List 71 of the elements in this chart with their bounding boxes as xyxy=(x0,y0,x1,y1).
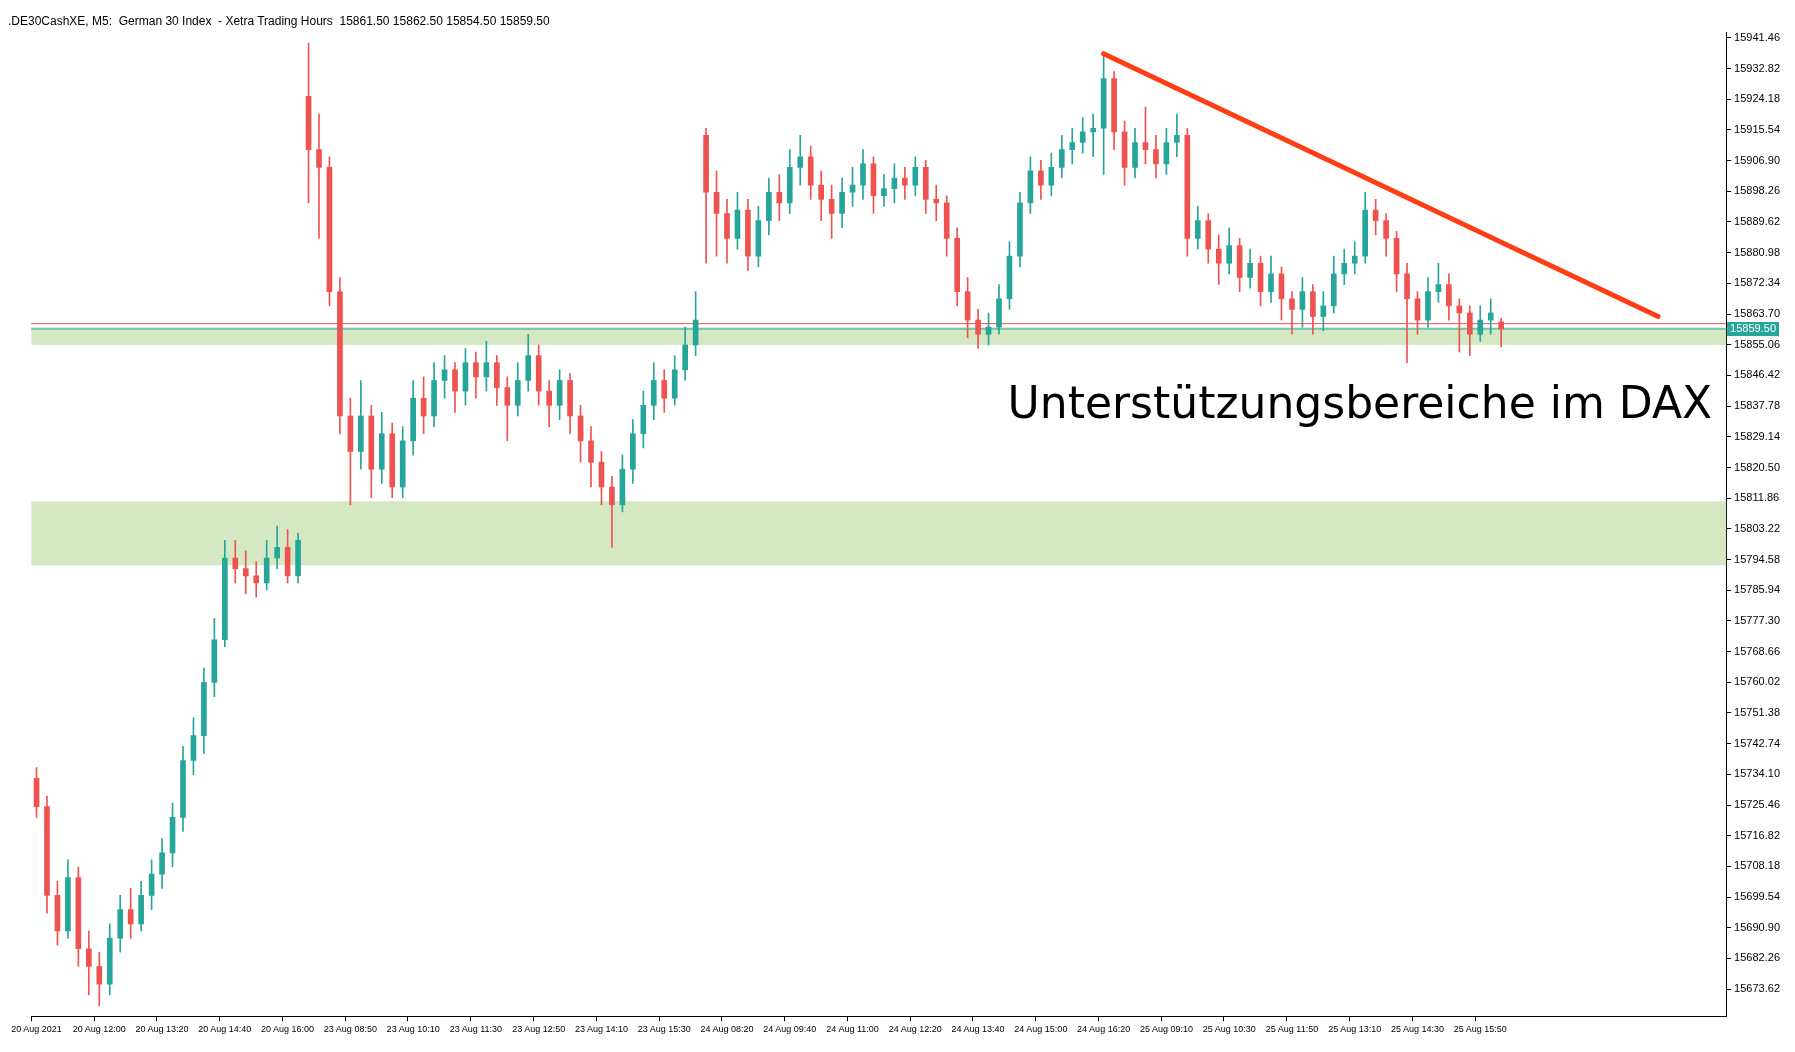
x-tick-label: 20 Aug 12:00 xyxy=(72,1024,126,1035)
x-tick-label: 25 Aug 14:30 xyxy=(1390,1024,1445,1035)
candlestick xyxy=(1069,127,1076,165)
y-tick-label: 15785.94 xyxy=(1734,583,1781,596)
x-tick-label: 20 Aug 13:20 xyxy=(135,1024,189,1035)
x-tick-label: 23 Aug 14:10 xyxy=(574,1024,628,1035)
y-tick-label: 15880.98 xyxy=(1734,245,1781,258)
x-tick-label: 24 Aug 09:40 xyxy=(763,1024,817,1035)
y-tick-label: 15846.42 xyxy=(1734,368,1781,381)
x-tick-label: 23 Aug 15:30 xyxy=(637,1024,691,1035)
candlestick xyxy=(902,167,908,200)
x-tick-label: 20 Aug 16:00 xyxy=(261,1024,315,1035)
x-tick-label: 23 Aug 12:50 xyxy=(512,1024,566,1035)
x-tick-label: 23 Aug 08:50 xyxy=(323,1024,377,1035)
chart-title: .DE30CashXE, M5: German 30 Index - Xetra Trading Hours 15861.50 15862.50 15854.50 15859.50 xyxy=(8,13,551,28)
y-tick-label: 15682.26 xyxy=(1734,951,1781,964)
y-tick-label: 15716.82 xyxy=(1734,828,1781,841)
y-tick-label: 15906.90 xyxy=(1734,153,1781,166)
y-tick-label: 15777.30 xyxy=(1734,613,1781,626)
candlestick xyxy=(881,174,887,207)
x-tick-label: 20 Aug 14:40 xyxy=(198,1024,252,1035)
x-tick-label: 25 Aug 10:30 xyxy=(1202,1024,1256,1035)
y-tick-label: 15751.38 xyxy=(1734,705,1781,718)
x-tick-label: 24 Aug 16:20 xyxy=(1077,1024,1131,1035)
y-tick-label: 15855.06 xyxy=(1734,337,1781,350)
y-tick-label: 15863.70 xyxy=(1734,307,1781,320)
y-tick-label: 15820.50 xyxy=(1734,460,1781,473)
x-tick-label: 24 Aug 15:00 xyxy=(1014,1024,1068,1035)
x-tick-label: 23 Aug 11:30 xyxy=(449,1024,503,1035)
annotation: Unterstützungsbereiche im DAX xyxy=(1007,376,1713,428)
x-tick-label: 24 Aug 08:20 xyxy=(700,1024,754,1035)
x-tick-label: 24 Aug 13:40 xyxy=(951,1024,1005,1035)
y-tick-label: 15725.46 xyxy=(1734,798,1781,811)
y-tick-label: 15941.46 xyxy=(1734,30,1781,43)
candlestick xyxy=(933,184,940,221)
candlestick xyxy=(797,135,804,186)
y-tick-label: 15803.22 xyxy=(1734,521,1781,534)
y-tick-label: 15699.54 xyxy=(1734,890,1781,903)
y-tick-label: 15889.62 xyxy=(1734,215,1781,228)
x-tick-label: 20 Aug 2021 xyxy=(11,1024,62,1035)
y-tick-label: 15811.86 xyxy=(1734,491,1780,504)
y-tick-label: 15734.10 xyxy=(1734,767,1781,780)
y-tick-label: 15673.62 xyxy=(1734,982,1781,995)
y-tick-label: 15932.82 xyxy=(1734,61,1781,74)
candlestick xyxy=(253,561,260,598)
y-tick-label: 15915.54 xyxy=(1734,122,1781,135)
y-tick-label: 15829.14 xyxy=(1734,429,1781,442)
y-tick-label: 15794.58 xyxy=(1734,552,1781,565)
y-tick-label: 15760.02 xyxy=(1734,675,1781,688)
candlestick xyxy=(242,550,249,594)
y-tick-label: 15768.66 xyxy=(1734,644,1781,657)
candlestick xyxy=(1174,113,1180,158)
ref-line-label: 15859.50 xyxy=(1730,321,1777,334)
candlestick xyxy=(1090,113,1097,158)
y-tick-label: 15690.90 xyxy=(1734,920,1781,933)
x-tick-label: 24 Aug 12:20 xyxy=(888,1024,942,1035)
y-tick-label: 15708.18 xyxy=(1734,859,1781,872)
y-tick-label: 15872.34 xyxy=(1734,276,1781,289)
x-tick-label: 25 Aug 11:50 xyxy=(1265,1024,1319,1035)
candlestick xyxy=(316,113,322,239)
y-tick-label: 15898.26 xyxy=(1734,184,1781,197)
candlestick xyxy=(776,174,783,221)
x-tick-label: 23 Aug 10:10 xyxy=(386,1024,440,1035)
y-tick-label: 15742.74 xyxy=(1734,736,1781,749)
x-tick-label: 25 Aug 15:50 xyxy=(1453,1024,1507,1035)
candlestick xyxy=(609,476,615,548)
y-tick-label: 15837.78 xyxy=(1734,399,1781,412)
x-tick-label: 25 Aug 09:10 xyxy=(1139,1024,1193,1035)
x-tick-label: 25 Aug 13:10 xyxy=(1328,1024,1382,1035)
y-tick-label: 15924.18 xyxy=(1734,92,1781,105)
x-tick-label: 24 Aug 11:00 xyxy=(826,1024,879,1035)
